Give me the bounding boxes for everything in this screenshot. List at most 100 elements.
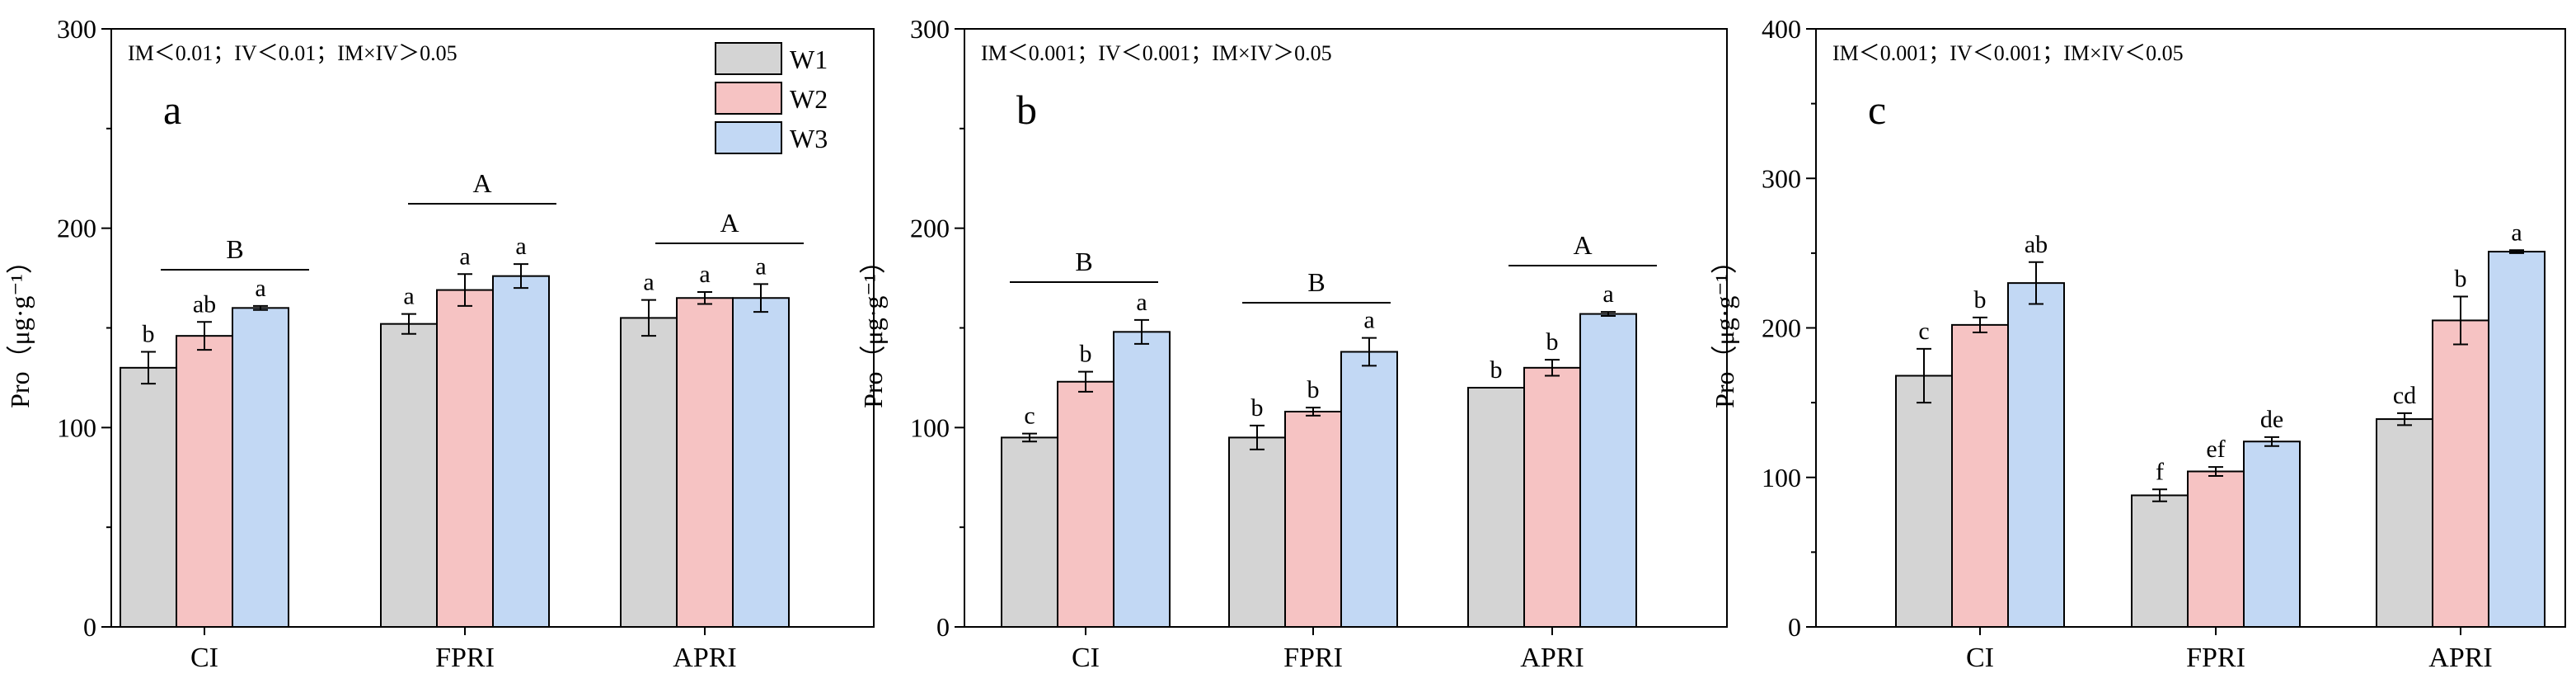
x-category-label: CI	[190, 643, 218, 673]
bar-w2-fpri	[436, 289, 494, 628]
stats-annotation: IM＜0.001；IV＜0.001；IM×IV＞0.05	[981, 41, 1332, 65]
legend-swatch-w2	[715, 82, 782, 115]
group-letter: B	[1075, 247, 1092, 276]
significance-letter: a	[2511, 219, 2522, 246]
panel-letter: b	[1016, 87, 1037, 133]
significance-letter: a	[643, 269, 654, 296]
y-tick-label: 0	[83, 612, 96, 642]
x-category-label: APRI	[673, 643, 736, 673]
significance-letter: ef	[2206, 436, 2225, 463]
x-category-label: FPRI	[1283, 643, 1343, 673]
bar-w1-apri	[2376, 418, 2433, 628]
significance-letter: f	[2156, 458, 2164, 485]
y-tick-label: 100	[57, 412, 96, 442]
y-axis-label: Pro（μg·g⁻¹）	[858, 247, 888, 408]
bar-w2-apri	[676, 297, 734, 628]
x-category-label: FPRI	[2186, 643, 2245, 673]
legend: W1 W2 W3	[715, 42, 828, 154]
y-tick-label: 300	[1762, 163, 1801, 193]
bar-w3-apri	[732, 297, 790, 628]
significance-letter: a	[1363, 307, 1374, 334]
legend-swatch-w3	[715, 121, 782, 154]
group-letter: B	[1307, 267, 1325, 297]
panel-letter: a	[163, 87, 181, 133]
panel-letter: c	[1868, 87, 1886, 133]
bar-w1-fpri	[2131, 494, 2189, 628]
y-tick-label: 200	[57, 214, 96, 243]
group-letter: A	[1573, 230, 1592, 260]
y-tick-label: 0	[936, 612, 950, 642]
significance-letter: c	[1024, 403, 1035, 430]
bar-w1-fpri	[1228, 436, 1286, 629]
stats-annotation: IM＜0.001；IV＜0.001；IM×IV＜0.05	[1832, 41, 2184, 65]
y-tick-label: 200	[1762, 313, 1801, 343]
significance-letter: a	[515, 233, 526, 260]
significance-letter: b	[1307, 376, 1320, 403]
bar-w3-fpri	[492, 275, 550, 628]
significance-letter: a	[1602, 280, 1613, 308]
bar-w1-apri	[620, 317, 678, 628]
significance-letter: cd	[2393, 382, 2416, 409]
y-axis-label: Pro（μg·g⁻¹）	[5, 247, 35, 408]
y-tick-label: 300	[57, 14, 96, 44]
bar-w2-fpri	[2187, 470, 2245, 628]
legend-label: W3	[790, 124, 828, 153]
bar-w1-ci	[120, 366, 177, 628]
y-tick-label: 200	[910, 214, 950, 243]
legend-label: W2	[790, 84, 828, 114]
significance-letter: b	[2455, 265, 2467, 292]
bar-w1-fpri	[380, 323, 438, 628]
significance-letter: b	[1546, 328, 1559, 356]
legend-label: W1	[790, 45, 828, 74]
significance-letter: de	[2260, 406, 2283, 433]
bar-w3-ci	[232, 307, 289, 628]
group-letter: A	[472, 168, 491, 198]
bar-w2-fpri	[1284, 411, 1342, 628]
x-category-label: APRI	[1520, 643, 1584, 673]
y-tick-label: 100	[1762, 463, 1801, 492]
panel-a: 0 100 200 300 Pro（μg·g⁻¹） CI FPRI APRI b a a ab a a a a…	[5, 14, 875, 673]
panel-b: 0 100 200 300 Pro（μg·g⁻¹） CI FPRI APRI c b b b b b a a a…	[858, 14, 1728, 673]
legend-swatch-w1	[715, 42, 782, 75]
bar-w2-ci	[1951, 323, 2009, 628]
x-category-label: CI	[1072, 643, 1100, 673]
bar-w1-apri	[1467, 387, 1525, 628]
x-category-label: CI	[1966, 643, 1994, 673]
bar-w3-fpri	[2243, 440, 2301, 628]
bar-w3-apri	[1579, 313, 1637, 628]
significance-letter: a	[755, 252, 766, 280]
panel-c: 0 100 200 300 400 Pro（μg·g⁻¹） CI FPRI APRI c f cd b e…	[1710, 14, 2566, 673]
significance-letter: a	[1136, 289, 1147, 316]
significance-letter: a	[459, 243, 470, 270]
group-letter: A	[720, 208, 739, 238]
significance-letter: ab	[2025, 231, 2048, 258]
y-axis-label: Pro（μg·g⁻¹）	[1710, 247, 1739, 408]
bar-w1-ci	[1895, 374, 1953, 628]
bar-w3-ci	[2007, 282, 2065, 628]
bar-w2-apri	[2432, 319, 2489, 628]
significance-letter: b	[143, 321, 155, 348]
x-category-label: FPRI	[435, 643, 495, 673]
significance-letter: c	[1918, 318, 1929, 345]
bar-w3-fpri	[1340, 351, 1398, 628]
significance-letter: b	[1251, 394, 1264, 422]
significance-letter: a	[403, 283, 414, 310]
y-tick-label: 0	[1788, 612, 1801, 642]
bar-w2-apri	[1523, 366, 1581, 628]
group-letter: B	[226, 234, 243, 264]
significance-letter: b	[1490, 356, 1503, 384]
x-category-label: APRI	[2428, 643, 2492, 673]
y-tick-label: 400	[1762, 14, 1801, 44]
bar-w2-ci	[1057, 380, 1114, 628]
significance-letter: a	[699, 261, 710, 288]
stats-annotation: IM＜0.01；IV＜0.01；IM×IV＞0.05	[128, 41, 457, 65]
significance-letter: ab	[193, 290, 216, 318]
bar-w3-ci	[1113, 331, 1171, 628]
y-tick-label: 100	[910, 412, 950, 442]
bar-w2-ci	[176, 335, 233, 628]
y-tick-label: 300	[910, 14, 950, 44]
bar-w1-ci	[1001, 436, 1058, 629]
bar-w3-apri	[2488, 251, 2546, 628]
significance-letter: b	[1974, 286, 1987, 313]
